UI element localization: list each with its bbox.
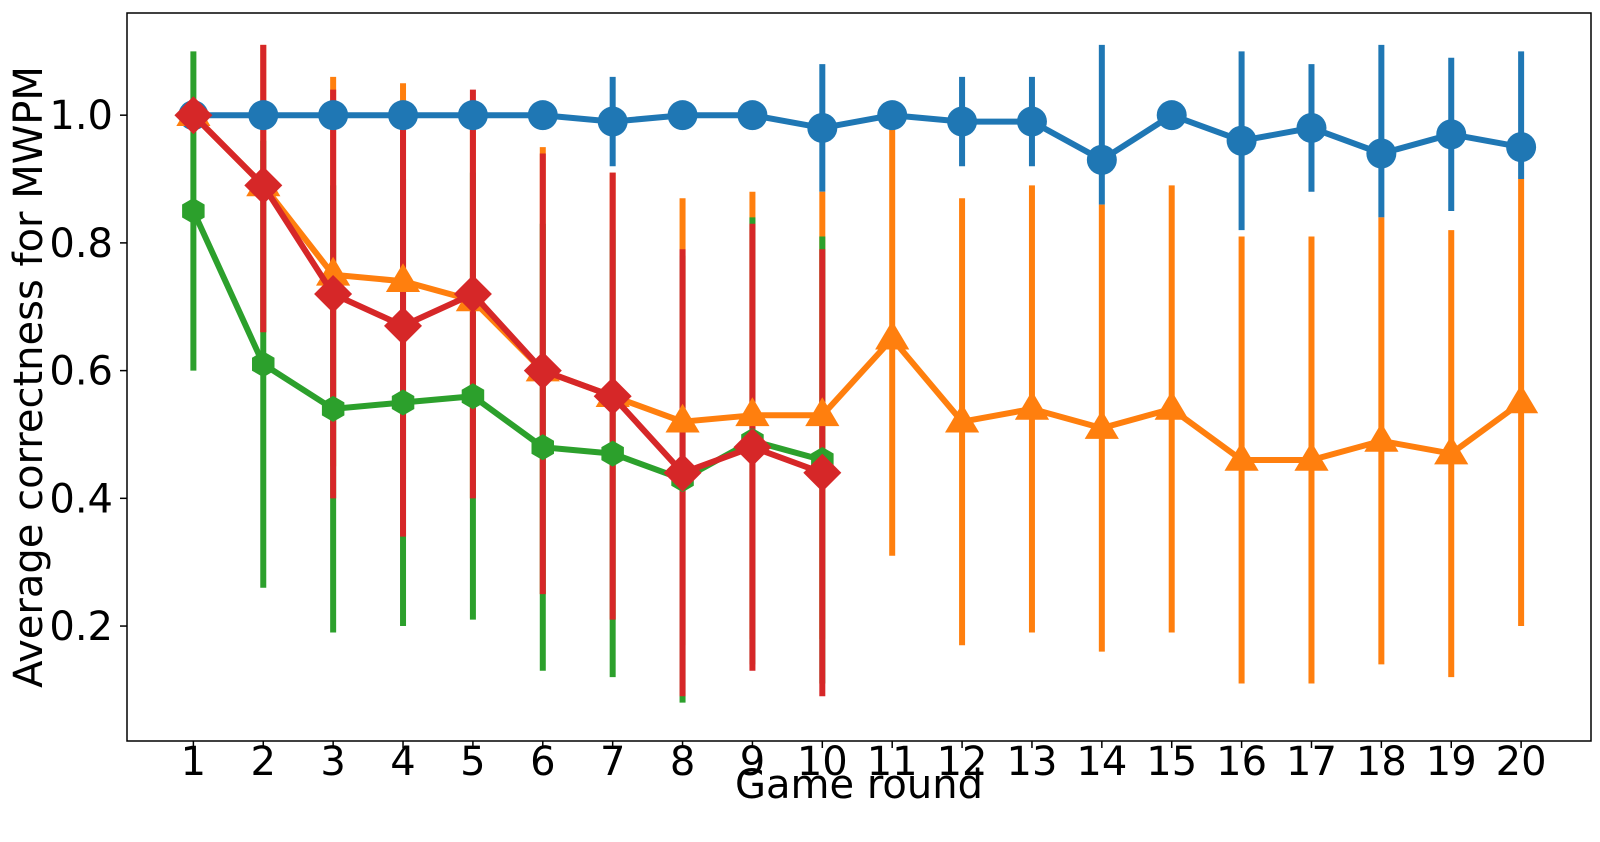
data-point xyxy=(527,100,558,131)
data-point xyxy=(523,351,562,390)
data-point xyxy=(1154,390,1189,420)
y-tick-label: 0.2 xyxy=(49,604,113,650)
data-point xyxy=(1016,106,1047,137)
x-tick-label: 14 xyxy=(1076,739,1127,785)
x-tick-label: 12 xyxy=(937,739,988,785)
data-point xyxy=(945,403,980,433)
data-point xyxy=(461,383,485,410)
data-point xyxy=(733,428,772,467)
x-tick-label: 7 xyxy=(600,739,625,785)
series-1-error-bars xyxy=(260,44,1525,684)
data-point xyxy=(385,263,421,292)
x-tick-label: 15 xyxy=(1146,739,1197,785)
x-tick-label: 4 xyxy=(390,739,415,785)
x-tick-label: 2 xyxy=(251,739,276,785)
x-tick-label: 13 xyxy=(1007,739,1058,785)
plot-frame xyxy=(126,12,1592,742)
series-0 xyxy=(178,100,1537,175)
x-tick-label: 9 xyxy=(740,739,765,785)
data-point xyxy=(453,275,492,313)
data-point xyxy=(314,275,353,313)
data-point xyxy=(1226,125,1257,156)
y-axis-label: Average correctness for MWPM xyxy=(6,66,52,688)
data-point xyxy=(597,106,628,137)
x-tick-label: 20 xyxy=(1496,739,1547,785)
x-tick-label: 10 xyxy=(797,739,848,785)
data-point xyxy=(457,100,488,131)
x-tick-label: 19 xyxy=(1426,739,1477,785)
data-point xyxy=(1086,144,1117,175)
data-point xyxy=(1506,132,1537,163)
data-point xyxy=(1084,410,1119,439)
data-point xyxy=(248,100,279,131)
y-tick-label: 0.6 xyxy=(49,349,113,395)
series-line xyxy=(191,113,824,476)
data-point xyxy=(803,453,842,492)
y-tick-label: 1.0 xyxy=(49,93,113,139)
x-tick-label: 3 xyxy=(320,739,345,785)
y-tick-label: 0.8 xyxy=(49,221,113,267)
data-point xyxy=(1504,384,1539,414)
x-tick-label: 17 xyxy=(1286,739,1337,785)
y-tick-label: 0.4 xyxy=(49,476,113,522)
x-tick-label: 6 xyxy=(530,739,555,785)
data-point xyxy=(318,100,349,131)
data-point xyxy=(1434,435,1469,465)
data-point xyxy=(384,306,422,345)
data-point xyxy=(601,440,624,467)
data-point xyxy=(1436,119,1467,150)
x-tick-label: 16 xyxy=(1216,739,1267,785)
data-point xyxy=(663,453,702,492)
data-point xyxy=(174,96,213,135)
data-point xyxy=(735,397,770,427)
data-point xyxy=(252,351,275,378)
x-axis-label: Game round xyxy=(735,762,983,808)
x-tick-label: 11 xyxy=(867,739,918,785)
data-point xyxy=(531,434,554,461)
series-layer xyxy=(174,44,1539,703)
y-axis: 0.2 0.4 0.6 0.8 1.0 xyxy=(49,93,127,650)
data-point xyxy=(321,395,345,422)
data-point xyxy=(665,403,700,433)
data-point xyxy=(1296,112,1327,143)
data-point xyxy=(388,100,419,131)
series-line xyxy=(190,209,824,483)
data-point xyxy=(1014,390,1050,420)
data-point xyxy=(1156,100,1187,131)
data-point xyxy=(1364,422,1399,452)
data-point xyxy=(667,100,698,131)
data-point xyxy=(1224,442,1259,471)
x-tick-label: 1 xyxy=(181,739,206,785)
data-point xyxy=(244,166,283,205)
data-point xyxy=(875,320,910,350)
x-tick-label: 5 xyxy=(460,739,485,785)
x-tick-label: 8 xyxy=(670,739,695,785)
data-point xyxy=(1294,442,1329,471)
x-tick-label: 18 xyxy=(1356,739,1407,785)
data-point xyxy=(877,100,908,131)
data-point xyxy=(947,106,978,137)
series-3 xyxy=(174,96,842,492)
data-point xyxy=(182,198,205,224)
data-point xyxy=(593,377,632,416)
data-point xyxy=(807,112,838,143)
data-point xyxy=(805,397,840,427)
data-point xyxy=(1366,138,1397,169)
data-point xyxy=(391,389,415,416)
x-axis: 1 2 3 4 5 6 7 8 9 10 11 12 13 14 15 16 17 18 19 20 xyxy=(181,739,1547,785)
data-point xyxy=(737,100,768,131)
series-1 xyxy=(176,97,1539,471)
